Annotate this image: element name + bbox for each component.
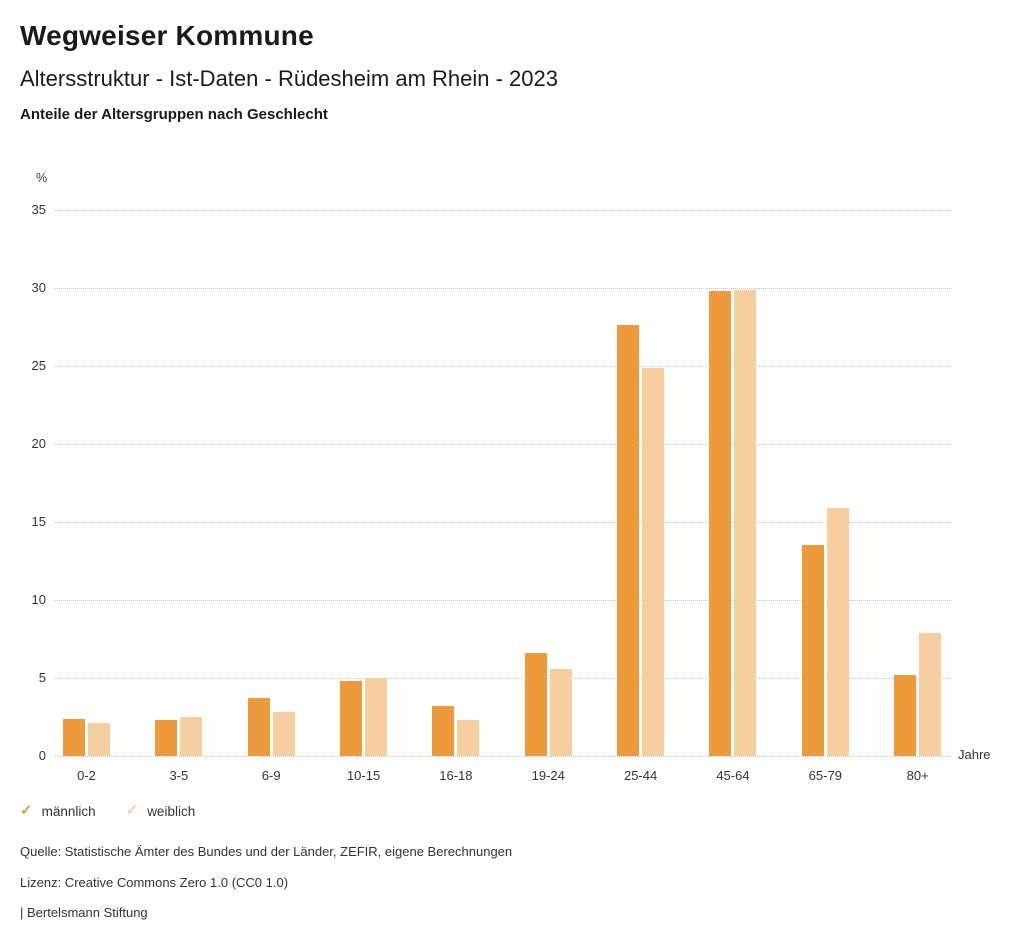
y-tick-label: 10 xyxy=(31,592,46,607)
bar-männlich-10-15 xyxy=(340,681,363,756)
y-tick-label: 15 xyxy=(31,514,46,529)
source-text: Quelle: Statistische Ämter des Bundes un… xyxy=(20,844,513,859)
y-tick-label: 35 xyxy=(31,202,46,217)
bar-männlich-0-2 xyxy=(63,718,85,756)
bar-männlich-3-5 xyxy=(155,720,178,756)
legend-label: männlich xyxy=(41,803,96,819)
bar-männlich-45-64 xyxy=(709,291,732,756)
y-tick-label: 30 xyxy=(31,280,46,295)
bar-männlich-65-79 xyxy=(801,545,824,756)
gridline xyxy=(55,366,952,367)
x-tick-label: 19-24 xyxy=(531,768,565,783)
bar-männlich-80+ xyxy=(894,674,917,756)
gridline xyxy=(55,288,952,289)
legend-item-weiblich[interactable]: ✓ weiblich xyxy=(126,802,196,820)
x-tick-label: 45-64 xyxy=(716,768,750,783)
check-icon: ✓ xyxy=(20,802,33,819)
x-tick-label: 6-9 xyxy=(261,768,281,783)
x-tick-label: 80+ xyxy=(906,768,929,783)
bar-weiblich-25-44 xyxy=(642,367,665,756)
bar-weiblich-3-5 xyxy=(180,717,203,756)
plot-area: 0-2 3-5 6-9 10-15 16-18 19-24 25-44 45-64 65-79 8… xyxy=(55,210,952,783)
x-tick-label: 3-5 xyxy=(169,768,189,783)
page-title: Wegweiser Kommune xyxy=(20,20,314,51)
gridline xyxy=(55,600,952,601)
x-tick-label: 0-2 xyxy=(77,768,96,783)
bar-männlich-19-24 xyxy=(524,653,547,756)
brand-text: | Bertelsmann Stiftung xyxy=(20,905,148,920)
bar-weiblich-45-64 xyxy=(734,289,757,756)
gridline xyxy=(55,678,952,679)
bar-männlich-16-18 xyxy=(432,706,455,756)
y-axis-labels: 0 5 10 15 20 25 30 35 xyxy=(0,203,46,763)
x-axis-unit-label: Jahre xyxy=(958,747,991,762)
y-tick-label: 25 xyxy=(31,358,46,373)
bar-männlich-25-44 xyxy=(617,325,640,756)
bar-weiblich-16-18 xyxy=(457,720,480,756)
check-icon: ✓ xyxy=(125,802,139,819)
legend-item-maennlich[interactable]: ✓ männlich xyxy=(20,802,96,820)
legend-label: weiblich xyxy=(147,803,196,819)
legend: ✓ männlich ✓ weiblich xyxy=(20,802,195,820)
bar-weiblich-6-9 xyxy=(272,712,295,756)
bar-weiblich-10-15 xyxy=(365,678,388,756)
gridline xyxy=(55,522,952,523)
y-tick-label: 5 xyxy=(38,670,46,685)
chart-subtitle: Altersstruktur - Ist-Daten - Rüdesheim a… xyxy=(20,66,558,91)
bar-männlich-6-9 xyxy=(247,698,270,756)
x-tick-label: 16-18 xyxy=(439,768,473,783)
license-text: Lizenz: Creative Commons Zero 1.0 (CC0 1… xyxy=(20,875,289,890)
x-tick-label: 25-44 xyxy=(623,768,658,783)
x-tick-label: 65-79 xyxy=(808,768,842,783)
gridline xyxy=(55,444,952,445)
y-tick-label: 0 xyxy=(38,748,46,763)
chart-caption: Anteile der Altersgruppen nach Geschlech… xyxy=(20,106,328,123)
bar-weiblich-0-2 xyxy=(88,723,110,756)
gridline xyxy=(55,210,952,211)
x-tick-label: 10-15 xyxy=(346,768,381,783)
y-axis-unit-label: % xyxy=(36,171,48,185)
bar-weiblich-19-24 xyxy=(549,668,572,756)
bar-weiblich-80+ xyxy=(919,632,942,756)
y-tick-label: 20 xyxy=(31,436,46,451)
gridline xyxy=(55,756,952,757)
bar-weiblich-65-79 xyxy=(826,507,849,756)
